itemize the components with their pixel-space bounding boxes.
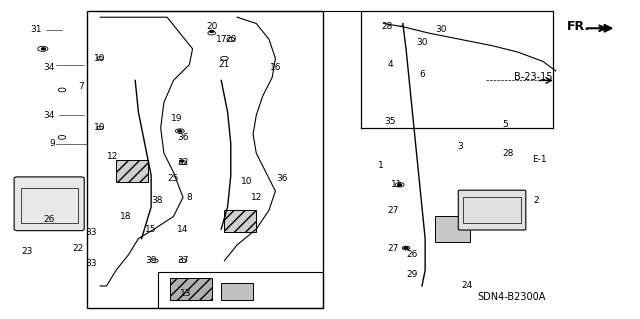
Text: 5: 5 <box>502 120 508 129</box>
Text: 30: 30 <box>435 25 447 34</box>
Text: 2: 2 <box>534 196 540 205</box>
Text: 15: 15 <box>145 225 157 234</box>
Circle shape <box>210 31 214 33</box>
Text: 3: 3 <box>458 142 463 151</box>
Circle shape <box>180 160 184 162</box>
Text: E-1: E-1 <box>532 155 547 164</box>
Text: 37: 37 <box>177 256 189 265</box>
Text: 28: 28 <box>381 22 392 31</box>
Bar <box>20 188 78 223</box>
Text: 17: 17 <box>216 35 227 44</box>
Text: 34: 34 <box>44 63 55 72</box>
Text: 13: 13 <box>180 289 192 298</box>
Bar <box>225 210 256 232</box>
Bar <box>170 278 212 300</box>
Text: 33: 33 <box>85 228 97 237</box>
Circle shape <box>178 130 182 132</box>
Text: 10: 10 <box>241 177 252 186</box>
FancyBboxPatch shape <box>14 177 84 231</box>
Text: 20: 20 <box>225 35 236 44</box>
Circle shape <box>404 247 408 249</box>
Text: 19: 19 <box>171 114 182 123</box>
Text: 28: 28 <box>502 149 514 158</box>
Bar <box>221 283 253 300</box>
Text: 1: 1 <box>378 161 383 170</box>
Circle shape <box>397 184 401 186</box>
Text: 18: 18 <box>120 212 131 221</box>
Bar <box>463 197 521 223</box>
Text: 36: 36 <box>276 174 287 183</box>
Text: 27: 27 <box>388 206 399 215</box>
Text: FR.: FR. <box>566 20 589 33</box>
Circle shape <box>42 48 45 50</box>
Text: 33: 33 <box>85 259 97 268</box>
Text: SDN4-B2300A: SDN4-B2300A <box>477 292 545 302</box>
Text: 34: 34 <box>44 111 55 120</box>
Text: 14: 14 <box>177 225 189 234</box>
Text: 12: 12 <box>108 152 118 161</box>
Text: B-23-15: B-23-15 <box>514 72 553 82</box>
Bar <box>116 160 148 182</box>
Text: 27: 27 <box>388 243 399 253</box>
Text: 23: 23 <box>21 247 33 256</box>
Text: 36: 36 <box>177 133 189 142</box>
Text: 16: 16 <box>269 63 281 72</box>
Text: 30: 30 <box>416 38 428 47</box>
Text: 10: 10 <box>95 54 106 63</box>
Text: 20: 20 <box>206 22 218 31</box>
Text: 10: 10 <box>95 123 106 132</box>
Text: 38: 38 <box>152 196 163 205</box>
Bar <box>435 216 470 242</box>
Text: 25: 25 <box>168 174 179 183</box>
Text: 9: 9 <box>49 139 55 148</box>
Text: 21: 21 <box>219 60 230 69</box>
Text: 32: 32 <box>177 158 189 167</box>
Text: 7: 7 <box>78 82 84 91</box>
Text: 8: 8 <box>186 193 192 202</box>
Text: 22: 22 <box>72 243 83 253</box>
Text: 26: 26 <box>44 215 55 224</box>
Text: 12: 12 <box>251 193 262 202</box>
Text: 39: 39 <box>145 256 157 265</box>
FancyBboxPatch shape <box>458 190 526 230</box>
Bar <box>362 11 552 128</box>
Text: 31: 31 <box>31 25 42 34</box>
Text: 26: 26 <box>406 250 418 259</box>
Text: 4: 4 <box>387 60 393 69</box>
Bar <box>88 11 323 308</box>
Text: 29: 29 <box>406 271 418 279</box>
Bar <box>157 272 323 308</box>
Text: 11: 11 <box>390 180 402 189</box>
Text: 6: 6 <box>419 70 425 78</box>
Text: 24: 24 <box>461 281 472 291</box>
Text: 35: 35 <box>385 117 396 126</box>
